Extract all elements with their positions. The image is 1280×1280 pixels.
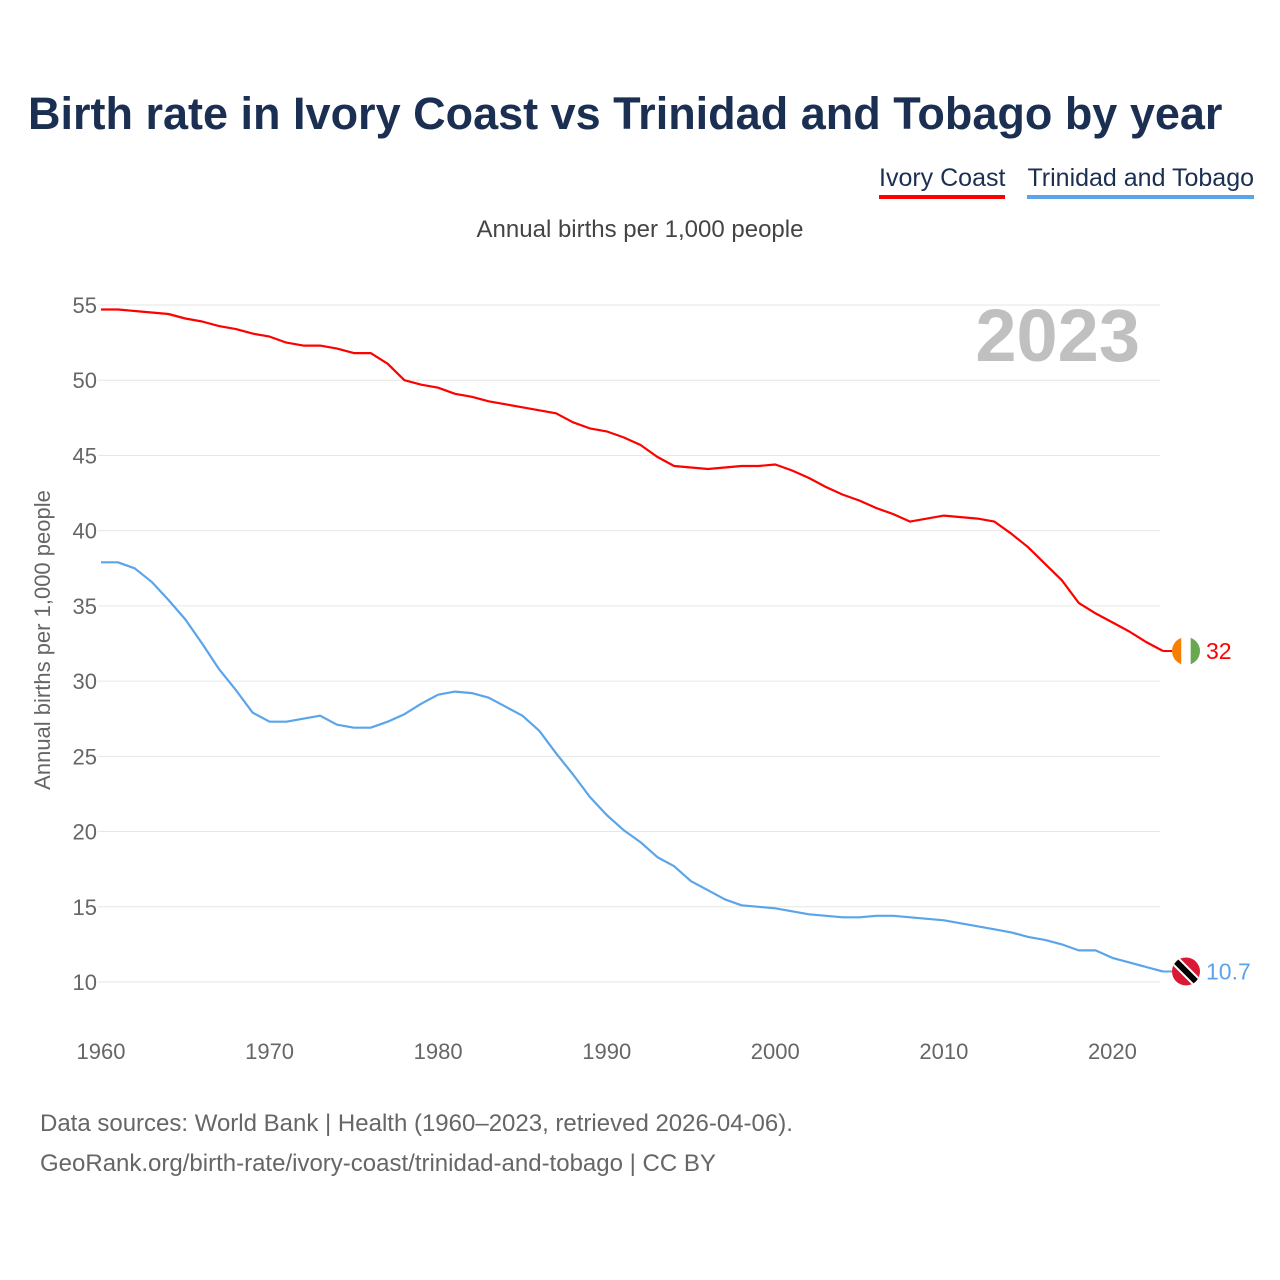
y-tick-label: 10 [73,970,97,995]
y-tick-label: 45 [73,443,97,468]
trinidad-and-tobago-flag-icon [1172,957,1200,986]
y-tick-label: 50 [73,368,97,393]
y-tick-label: 55 [73,293,97,318]
series-lines [101,308,1164,973]
x-tick-label: 2020 [1088,1039,1137,1064]
end-value-label: 10.7 [1206,958,1251,984]
chart-subtitle: Annual births per 1,000 people [476,216,804,243]
x-tick-label: 1970 [245,1039,294,1064]
y-tick-label: 30 [73,669,97,694]
y-tick-labels: 10 15 20 25 30 35 40 45 50 55 [73,293,97,995]
y-axis-label: Annual births per 1,000 people [30,490,55,790]
year-watermark: 2023 [975,294,1140,377]
footer: Data sources: World Bank | Health (1960–… [40,1104,793,1184]
x-tick-label: 2010 [919,1039,968,1064]
x-tick-label: 1960 [77,1039,126,1064]
flag-body [1172,637,1200,666]
x-tick-label: 1980 [414,1039,463,1064]
series-line-trinidad-and-tobago [101,561,1164,973]
gridlines [98,304,1160,983]
end-markers: 32 10.7 [1163,637,1251,986]
data-source: Data sources: World Bank | Health (1960–… [40,1110,793,1137]
flag-stripe [1181,637,1191,666]
y-tick-label: 25 [73,744,97,769]
flag-stripe [1172,637,1182,666]
series-line-ivory-coast [101,308,1164,652]
flag-body [1172,957,1200,986]
flag-stripe [1190,637,1200,666]
flag-band [1172,957,1200,986]
x-tick-label: 2000 [751,1039,800,1064]
legend-ivory-coast[interactable]: Ivory Coast [879,164,1006,199]
y-tick-label: 20 [73,820,97,845]
end-value-label: 32 [1206,638,1232,664]
ivory-coast-flag-icon [1172,637,1200,666]
x-tick-label: 1990 [582,1039,631,1064]
y-tick-label: 40 [73,519,97,544]
x-tick-labels: 1960 1970 1980 1990 2000 2010 2020 [77,1039,1137,1064]
y-tick-label: 35 [73,594,97,619]
legend-trinidad-and-tobago[interactable]: Trinidad and Tobago [1027,164,1254,199]
source-url[interactable]: GeoRank.org/birth-rate/ivory-coast/trini… [40,1150,716,1177]
legend: Ivory Coast Trinidad and Tobago [879,164,1254,199]
y-tick-label: 15 [73,895,97,920]
chart-title: Birth rate in Ivory Coast vs Trinidad an… [28,88,1223,139]
